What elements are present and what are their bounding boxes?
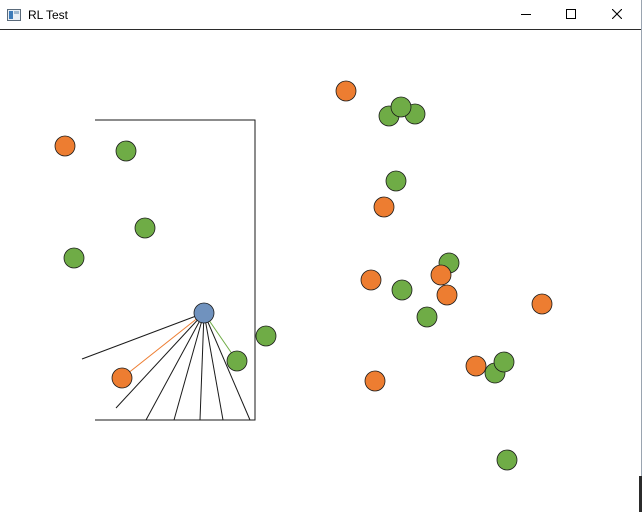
title-bar[interactable]: RL Test [0, 0, 641, 30]
sensor-ray [121, 312, 205, 379]
simulation-canvas[interactable] [0, 30, 641, 512]
app-window-icon [7, 8, 21, 21]
green-item [390, 96, 412, 118]
green-item [63, 247, 85, 269]
orange-item [436, 284, 458, 306]
sensor-ray [81, 312, 205, 360]
green-item [496, 449, 518, 471]
sensor-ray [173, 312, 205, 421]
sensor-ray [145, 312, 205, 421]
sensor-ray [115, 312, 205, 409]
green-item [416, 306, 438, 328]
sensor-ray [199, 312, 205, 421]
agent-body [193, 302, 215, 324]
green-item [134, 217, 156, 239]
green-item [391, 279, 413, 301]
green-item [115, 140, 137, 162]
green-item [385, 170, 407, 192]
green-item [493, 351, 515, 373]
orange-item [465, 355, 487, 377]
orange-item [360, 269, 382, 291]
orange-item [430, 264, 452, 286]
maximize-button[interactable] [548, 0, 594, 29]
food-items [54, 80, 553, 471]
green-item [255, 325, 277, 347]
minimize-icon [521, 14, 531, 15]
orange-item [111, 367, 133, 389]
orange-item [54, 135, 76, 157]
sensor-ray [203, 312, 251, 421]
orange-item [335, 80, 357, 102]
agent-sensor-rays [81, 312, 251, 421]
window-edge [639, 476, 642, 512]
window-title: RL Test [28, 8, 69, 22]
arena-walls [95, 119, 256, 421]
orange-item [373, 196, 395, 218]
close-button[interactable] [594, 0, 640, 29]
green-item [226, 350, 248, 372]
minimize-button[interactable] [503, 0, 549, 29]
orange-item [531, 293, 553, 315]
orange-item [364, 370, 386, 392]
maximize-icon [566, 9, 576, 19]
arena-wall [95, 119, 256, 421]
agent [193, 302, 215, 324]
close-icon [612, 9, 622, 19]
sensor-ray [203, 312, 224, 421]
